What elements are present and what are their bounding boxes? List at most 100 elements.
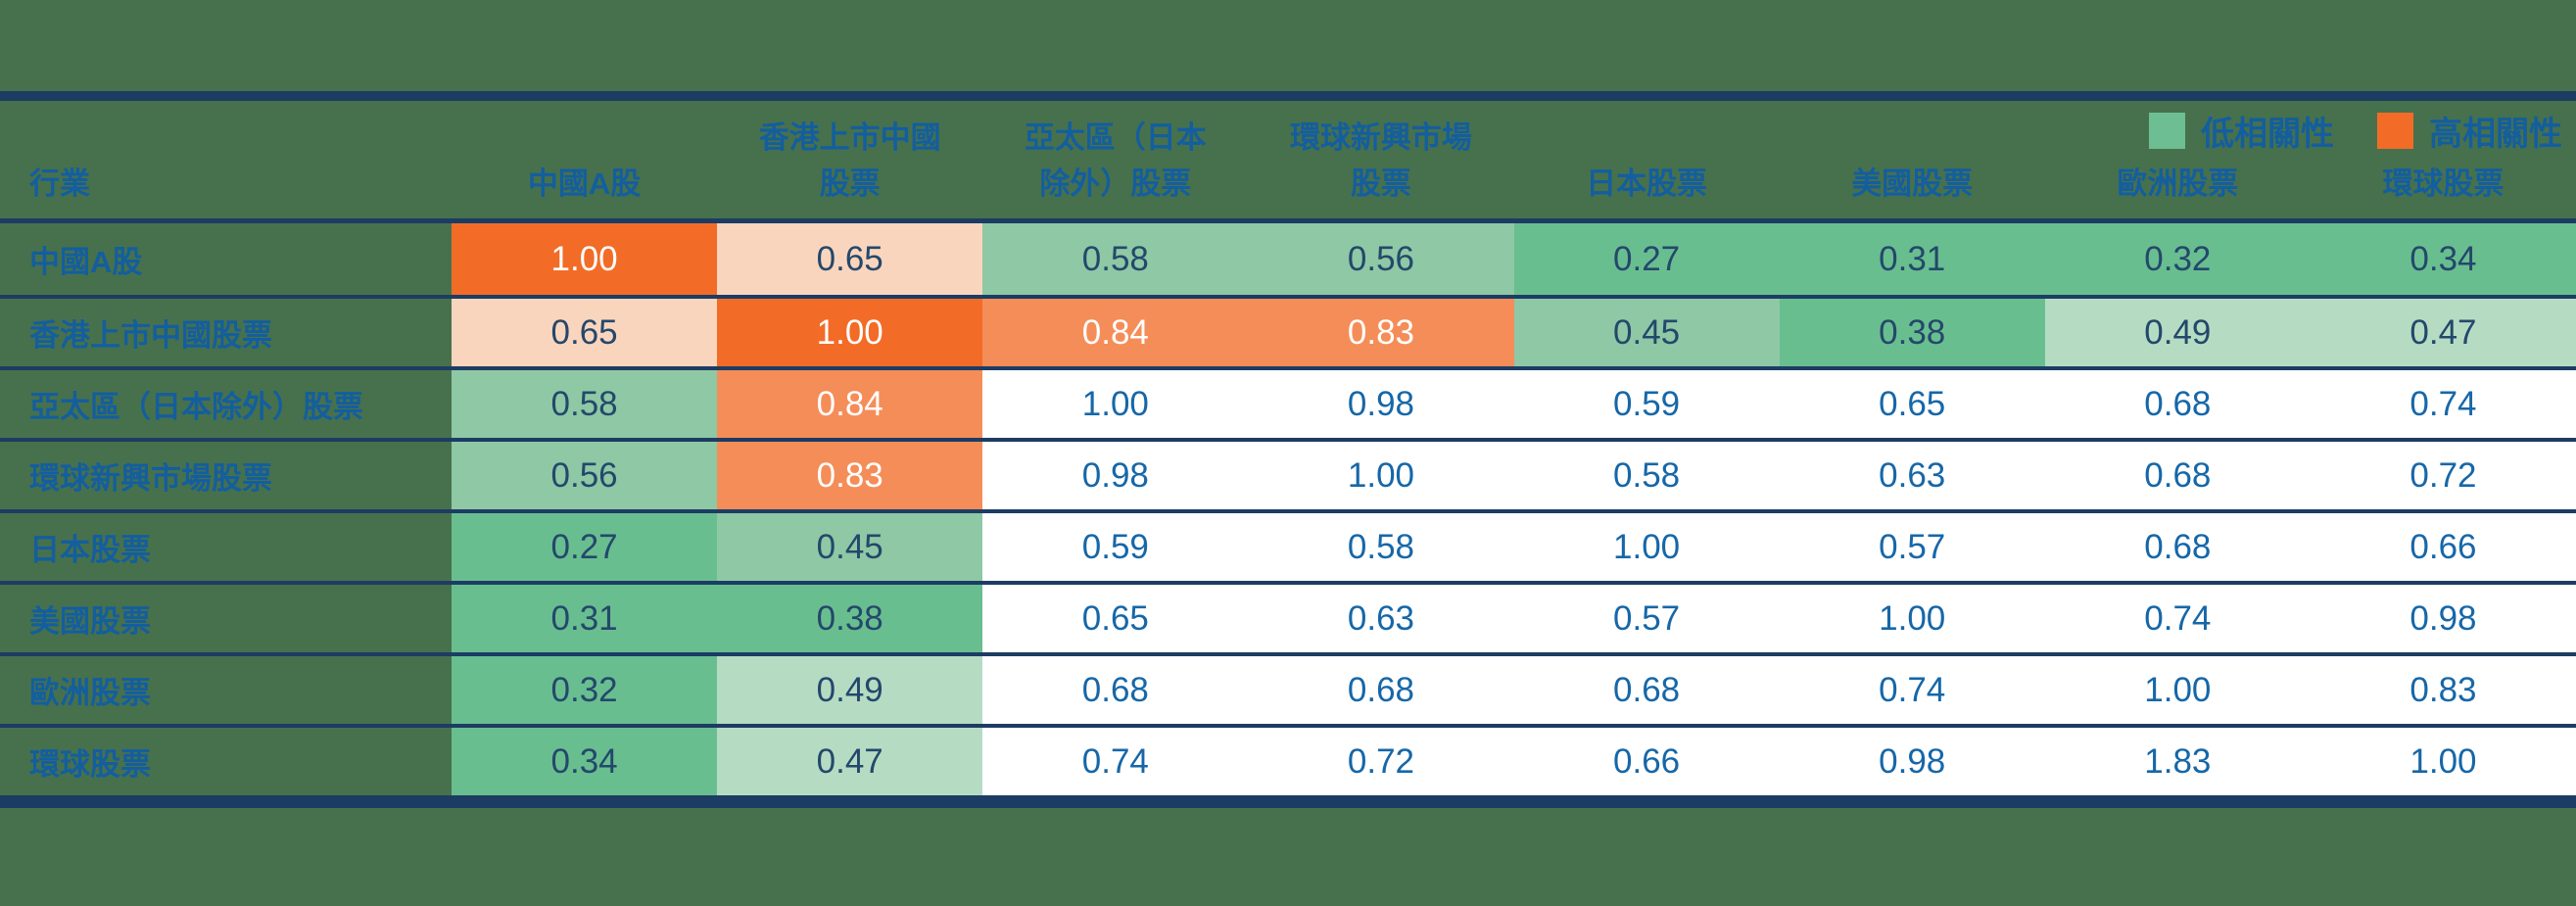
column-header-global-equities: 環球股票 <box>2382 166 2504 201</box>
row-label: 美國股票 <box>29 604 151 639</box>
correlation-cell: 1.00 <box>2044 656 2311 724</box>
correlation-cell: 0.83 <box>717 442 983 509</box>
correlation-cell: 0.49 <box>717 656 983 724</box>
legend-item-high-correlation: 高相關性 <box>2377 107 2562 155</box>
correlation-cell: 0.68 <box>982 656 1249 724</box>
row-label: 亞太區（日本除外）股票 <box>29 390 363 424</box>
correlation-cell: 0.98 <box>1248 370 1514 438</box>
row-label: 環球新興市場股票 <box>29 461 272 496</box>
table-header-row: 行業 中國A股 香港上市中國 股票 亞太區（日本 除外）股票 環球新興市場 股票… <box>0 101 2576 223</box>
correlation-cell: 1.00 <box>452 223 718 295</box>
column-header-europe-equities: 歐洲股票 <box>2117 166 2239 201</box>
correlation-cell: 0.66 <box>1513 728 1780 795</box>
row-label: 香港上市中國股票 <box>29 318 272 353</box>
correlation-cell: 0.34 <box>452 728 718 795</box>
correlation-cell: 0.98 <box>1779 728 2045 795</box>
correlation-cell: 0.63 <box>1779 442 2045 509</box>
correlation-cell: 0.45 <box>717 513 983 581</box>
correlation-cell: 0.47 <box>717 728 983 795</box>
correlation-cell: 0.68 <box>1248 656 1514 724</box>
correlation-cell: 0.57 <box>1513 585 1780 652</box>
correlation-cell: 0.47 <box>2310 299 2576 366</box>
correlation-cell: 0.59 <box>1513 370 1780 438</box>
high-correlation-label: 高相關性 <box>2429 116 2562 153</box>
correlation-cell: 1.00 <box>717 299 983 366</box>
table-row: 歐洲股票 0.32 0.49 0.68 0.68 0.68 0.74 1.00 0.83 <box>0 652 2576 724</box>
correlation-cell: 0.63 <box>1248 585 1514 652</box>
table-row: 亞太區（日本除外）股票 0.58 0.84 1.00 0.98 0.59 0.65 0.68 0… <box>0 366 2576 438</box>
correlation-cell: 0.27 <box>1513 223 1780 295</box>
table-row: 香港上市中國股票 0.65 1.00 0.84 0.83 0.45 0.38 0.49 0.47 <box>0 295 2576 366</box>
correlation-cell: 0.59 <box>982 513 1249 581</box>
correlation-cell: 0.65 <box>1779 370 2045 438</box>
correlation-cell: 1.00 <box>1248 442 1514 509</box>
correlation-cell: 0.27 <box>452 513 718 581</box>
table-row: 中國A股 1.00 0.65 0.58 0.56 0.27 0.31 0.32 0.34 <box>0 223 2576 295</box>
row-label: 日本股票 <box>29 533 151 567</box>
correlation-cell: 0.74 <box>982 728 1249 795</box>
column-header-china-a-shares: 中國A股 <box>527 166 642 201</box>
column-header-us-equities: 美國股票 <box>1851 166 1974 201</box>
correlation-cell: 1.00 <box>982 370 1249 438</box>
row-label: 環球股票 <box>29 747 151 782</box>
table-row: 環球新興市場股票 0.56 0.83 0.98 1.00 0.58 0.63 0.68 0.72 <box>0 438 2576 509</box>
column-header-apac-ex-japan-equities: 亞太區（日本 除外）股票 <box>1024 120 1207 201</box>
correlation-cell: 0.98 <box>2310 585 2576 652</box>
correlation-cell: 0.84 <box>982 299 1249 366</box>
correlation-cell: 0.31 <box>1779 223 2045 295</box>
correlation-cell: 0.32 <box>452 656 718 724</box>
correlation-cell: 0.58 <box>1513 442 1780 509</box>
correlation-cell: 1.00 <box>1779 585 2045 652</box>
correlation-cell: 0.49 <box>2044 299 2311 366</box>
legend: 低相關性 高相關性 <box>2123 107 2562 155</box>
correlation-cell: 0.68 <box>2044 370 2311 438</box>
correlation-cell: 0.68 <box>2044 442 2311 509</box>
column-header-hk-listed-china-equities: 香港上市中國 股票 <box>758 120 941 201</box>
correlation-cell: 0.32 <box>2044 223 2311 295</box>
correlation-cell: 0.72 <box>1248 728 1514 795</box>
correlation-cell: 0.56 <box>452 442 718 509</box>
correlation-table: 行業 中國A股 香港上市中國 股票 亞太區（日本 除外）股票 環球新興市場 股票… <box>0 101 2576 795</box>
correlation-cell: 0.74 <box>2044 585 2311 652</box>
low-correlation-swatch-icon <box>2149 113 2185 149</box>
column-header-japan-equities: 日本股票 <box>1586 166 1708 201</box>
column-header-global-em-equities: 環球新興市場 股票 <box>1289 120 1472 201</box>
high-correlation-swatch-icon <box>2377 113 2413 149</box>
bottom-divider <box>0 795 2576 808</box>
correlation-cell: 0.38 <box>717 585 983 652</box>
correlation-cell: 0.68 <box>2044 513 2311 581</box>
column-header-industry: 行業 <box>29 166 90 201</box>
correlation-cell: 0.65 <box>982 585 1249 652</box>
correlation-cell: 0.84 <box>717 370 983 438</box>
correlation-cell: 0.83 <box>1248 299 1514 366</box>
correlation-cell: 0.65 <box>717 223 983 295</box>
row-label: 中國A股 <box>29 245 143 279</box>
correlation-cell: 0.58 <box>1248 513 1514 581</box>
correlation-cell: 0.98 <box>982 442 1249 509</box>
correlation-cell: 0.83 <box>2310 656 2576 724</box>
correlation-cell: 0.38 <box>1779 299 2045 366</box>
correlation-cell: 1.83 <box>2044 728 2311 795</box>
correlation-cell: 1.00 <box>2310 728 2576 795</box>
table-row: 美國股票 0.31 0.38 0.65 0.63 0.57 1.00 0.74 0.98 <box>0 581 2576 652</box>
correlation-cell: 0.58 <box>452 370 718 438</box>
correlation-cell: 0.34 <box>2310 223 2576 295</box>
correlation-cell: 0.74 <box>1779 656 2045 724</box>
table-row: 環球股票 0.34 0.47 0.74 0.72 0.66 0.98 1.83 1.00 <box>0 724 2576 795</box>
table-row: 日本股票 0.27 0.45 0.59 0.58 1.00 0.57 0.68 0.66 <box>0 509 2576 581</box>
correlation-cell: 0.56 <box>1248 223 1514 295</box>
correlation-cell: 0.68 <box>1513 656 1780 724</box>
row-label: 歐洲股票 <box>29 676 151 710</box>
low-correlation-label: 低相關性 <box>2201 116 2334 153</box>
correlation-cell: 0.57 <box>1779 513 2045 581</box>
correlation-cell: 0.45 <box>1513 299 1780 366</box>
correlation-cell: 1.00 <box>1513 513 1780 581</box>
correlation-cell: 0.31 <box>452 585 718 652</box>
correlation-cell: 0.72 <box>2310 442 2576 509</box>
correlation-cell: 0.74 <box>2310 370 2576 438</box>
correlation-cell: 0.65 <box>452 299 718 366</box>
legend-item-low-correlation: 低相關性 <box>2149 107 2334 155</box>
top-divider <box>0 91 2576 101</box>
table-body: 中國A股 1.00 0.65 0.58 0.56 0.27 0.31 0.32 0.34 香港上市… <box>0 223 2576 795</box>
correlation-cell: 0.58 <box>982 223 1249 295</box>
